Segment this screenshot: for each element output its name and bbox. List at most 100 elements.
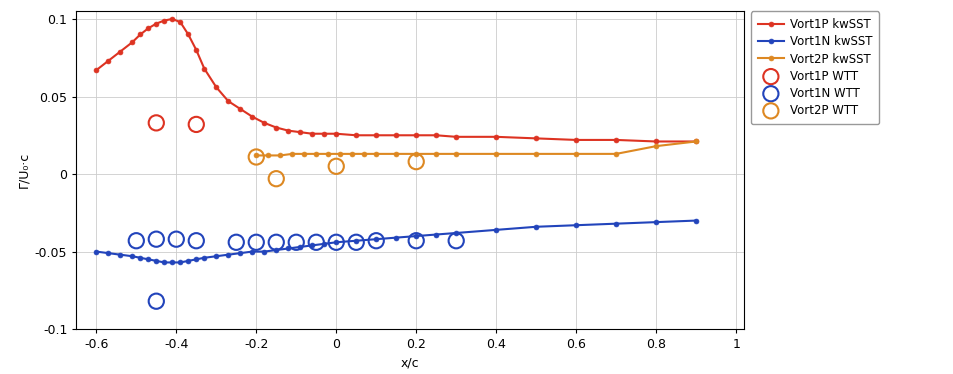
Vort2P kwSST: [390, 151, 401, 156]
Vort1N kwSST: [158, 260, 170, 265]
Vort1P kwSST: [450, 135, 461, 139]
Vort1P kwSST: [91, 68, 102, 73]
Vort2P kwSST: [530, 151, 541, 156]
X-axis label: x/c: x/c: [400, 357, 419, 370]
Vort2P kwSST: [251, 153, 262, 158]
Vort1N WTT: [229, 239, 244, 245]
Vort1P kwSST: [570, 138, 581, 142]
Vort1P kwSST: [530, 136, 541, 141]
Vort2P kwSST: [570, 151, 581, 156]
Vort2P WTT: [328, 163, 343, 169]
Vort1N kwSST: [114, 252, 126, 257]
Vort2P kwSST: [490, 151, 501, 156]
Vort1P WTT: [189, 122, 204, 128]
Vort1N kwSST: [294, 245, 306, 249]
Vort1P kwSST: [271, 125, 282, 130]
Vort1N WTT: [448, 238, 463, 244]
Vort1N WTT: [169, 236, 184, 242]
Vort1P kwSST: [142, 26, 153, 31]
Vort2P kwSST: [430, 151, 441, 156]
Vort1P kwSST: [490, 135, 501, 139]
Vort1P kwSST: [330, 132, 341, 136]
Vort1P kwSST: [350, 133, 361, 138]
Vort1N kwSST: [198, 255, 210, 260]
Vort2P kwSST: [410, 151, 421, 156]
Line: Vort1N kwSST: Vort1N kwSST: [93, 218, 698, 265]
Vort1N kwSST: [222, 252, 233, 257]
Vort1P kwSST: [134, 32, 146, 37]
Vort1P kwSST: [103, 59, 114, 63]
Vort2P kwSST: [346, 151, 357, 156]
Vort1N kwSST: [211, 254, 222, 258]
Vort2P kwSST: [650, 144, 661, 148]
Vort1P kwSST: [174, 20, 186, 24]
Vort1N kwSST: [91, 249, 102, 254]
Vort1N kwSST: [330, 240, 341, 245]
Vort2P kwSST: [335, 151, 346, 156]
Vort1P kwSST: [370, 133, 381, 138]
Vort1N kwSST: [167, 260, 178, 265]
Vort1N kwSST: [258, 249, 270, 254]
Vort1P kwSST: [650, 139, 661, 144]
Vort1P kwSST: [610, 138, 621, 142]
Vort2P kwSST: [274, 153, 286, 158]
Vort1P WTT: [149, 120, 164, 126]
Vort2P kwSST: [370, 151, 381, 156]
Vort1P kwSST: [234, 107, 246, 111]
Vort1P kwSST: [430, 133, 441, 138]
Vort1N kwSST: [151, 259, 162, 263]
Vort1N kwSST: [182, 259, 193, 263]
Vort2P WTT: [269, 176, 284, 182]
Vort1N kwSST: [530, 224, 541, 229]
Vort1P kwSST: [390, 133, 401, 138]
Vort1N kwSST: [390, 235, 401, 240]
Vort1N kwSST: [450, 231, 461, 235]
Point: [149, 298, 164, 304]
Vort1N kwSST: [142, 257, 153, 261]
Vort1N kwSST: [430, 232, 441, 237]
Vort1P kwSST: [127, 40, 138, 45]
Vort1N WTT: [408, 238, 423, 244]
Vort1N WTT: [249, 239, 264, 245]
Vort1P kwSST: [222, 99, 233, 103]
Vort1N kwSST: [174, 260, 186, 265]
Vort1P kwSST: [167, 17, 178, 21]
Vort1N kwSST: [370, 237, 381, 242]
Vort1N WTT: [348, 239, 363, 245]
Vort1N kwSST: [350, 239, 361, 243]
Vort1N kwSST: [191, 257, 202, 261]
Vort1P kwSST: [246, 114, 257, 119]
Legend: Vort1P kwSST, Vort1N kwSST, Vort2P kwSST, Vort1P WTT, Vort1N WTT, Vort2P WTT: Vort1P kwSST, Vort1N kwSST, Vort2P kwSST…: [750, 11, 879, 124]
Vort2P kwSST: [298, 151, 310, 156]
Vort2P kwSST: [610, 151, 621, 156]
Vort1N WTT: [368, 238, 383, 244]
Vort1P kwSST: [294, 130, 306, 134]
Vort2P kwSST: [358, 151, 370, 156]
Vort2P kwSST: [690, 139, 701, 144]
Vort1N kwSST: [690, 218, 701, 223]
Vort1P kwSST: [182, 32, 193, 37]
Vort1N kwSST: [103, 251, 114, 255]
Vort1N kwSST: [134, 255, 146, 260]
Vort1N WTT: [308, 239, 323, 245]
Vort1P kwSST: [306, 132, 317, 136]
Vort1N kwSST: [234, 251, 246, 255]
Vort1P kwSST: [282, 128, 294, 133]
Vort1P kwSST: [191, 48, 202, 52]
Vort1P kwSST: [211, 85, 222, 89]
Vort1N WTT: [269, 239, 284, 245]
Vort1N WTT: [289, 239, 304, 245]
Vort2P kwSST: [262, 153, 274, 158]
Line: Vort2P kwSST: Vort2P kwSST: [253, 139, 698, 158]
Vort1N WTT: [328, 239, 343, 245]
Vort2P WTT: [249, 154, 264, 160]
Vort1P kwSST: [114, 49, 126, 54]
Vort2P kwSST: [322, 151, 334, 156]
Vort1P kwSST: [158, 18, 170, 23]
Vort1N kwSST: [490, 228, 501, 232]
Vort1N WTT: [129, 238, 144, 244]
Vort1N kwSST: [570, 223, 581, 227]
Vort1N kwSST: [271, 248, 282, 252]
Vort1P kwSST: [258, 121, 270, 125]
Line: Vort1P kwSST: Vort1P kwSST: [93, 16, 698, 144]
